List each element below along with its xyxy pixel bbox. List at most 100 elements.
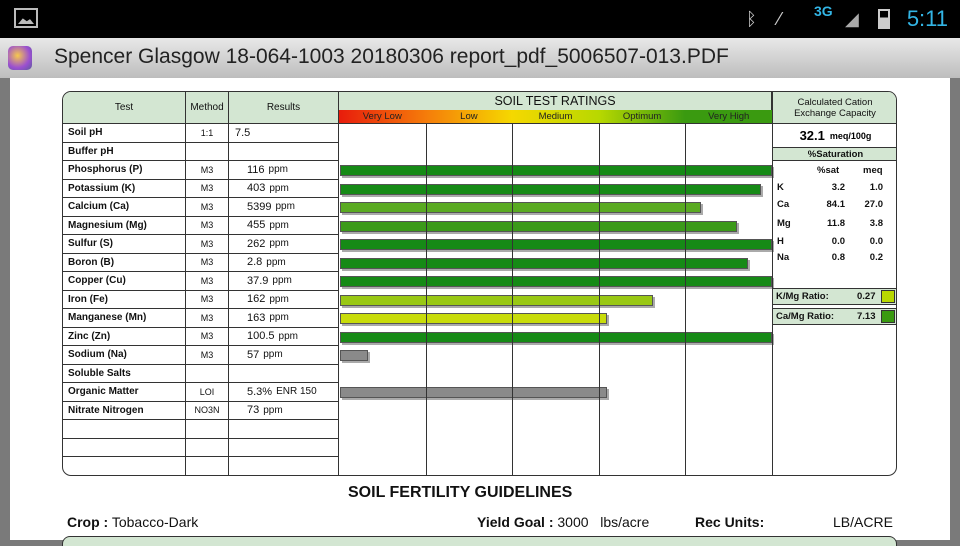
test-result: 73 ppm bbox=[229, 401, 339, 420]
test-name bbox=[63, 420, 186, 439]
column-divider bbox=[772, 92, 773, 475]
pdf-page[interactable]: Test Method Results SOIL TEST RATINGS Very L… bbox=[10, 78, 950, 546]
test-method: M3 bbox=[186, 290, 229, 309]
test-result bbox=[229, 438, 339, 457]
test-result: 5.3% ENR 150 bbox=[229, 383, 339, 402]
result-unit: ppm bbox=[269, 219, 289, 231]
test-name: Soil pH bbox=[63, 124, 186, 143]
test-name: Potassium (K) bbox=[63, 179, 186, 198]
test-method: M3 bbox=[186, 253, 229, 272]
result-unit: ppm bbox=[269, 182, 289, 194]
rating-label-very-low: Very Low bbox=[339, 110, 426, 123]
result-unit: ppm bbox=[269, 293, 289, 305]
camg-ratio-label: Ca/Mg Ratio: bbox=[776, 311, 835, 322]
result-unit: ppm bbox=[269, 238, 289, 250]
test-method bbox=[186, 142, 229, 161]
result-unit: ppm bbox=[268, 164, 288, 176]
saturation-meq: 0.2 bbox=[869, 252, 883, 263]
test-name: Magnesium (Mg) bbox=[63, 216, 186, 235]
test-name: Zinc (Zn) bbox=[63, 327, 186, 346]
result-value: 262 bbox=[247, 237, 266, 250]
result-value: 7.5 bbox=[235, 126, 251, 139]
result-unit: ppm bbox=[266, 256, 286, 268]
crop-label: Crop : bbox=[67, 514, 109, 530]
saturation-title: %Saturation bbox=[773, 148, 896, 161]
test-result bbox=[229, 142, 339, 161]
test-method: M3 bbox=[186, 161, 229, 180]
kmg-ratio-value: 0.27 bbox=[857, 291, 876, 302]
rec-units-value: LB/ACRE bbox=[833, 514, 893, 530]
test-method bbox=[186, 457, 229, 475]
cec-value-box: 32.1 meq/100g bbox=[773, 124, 896, 148]
test-name: Buffer pH bbox=[63, 142, 186, 161]
result-value: 5.3% bbox=[247, 385, 273, 398]
saturation-meq: 3.8 bbox=[869, 218, 883, 229]
test-result: 116 ppm bbox=[229, 161, 339, 180]
result-value: 100.5 bbox=[247, 330, 275, 343]
saturation-element: Na bbox=[777, 252, 790, 263]
header-method: Method bbox=[186, 92, 229, 124]
test-name: Phosphorus (P) bbox=[63, 161, 186, 180]
cec-unit: meq/100g bbox=[829, 130, 872, 141]
rating-gridline bbox=[598, 123, 600, 475]
test-name: Organic Matter bbox=[63, 383, 186, 402]
rating-bar bbox=[340, 313, 607, 324]
test-result: 2.8 ppm bbox=[229, 253, 339, 272]
result-unit: ppm bbox=[269, 312, 289, 324]
saturation-meq: 1.0 bbox=[869, 182, 883, 193]
saturation-percent: 11.8 bbox=[827, 218, 845, 229]
result-value: 57 bbox=[247, 348, 260, 361]
rating-bar bbox=[340, 387, 607, 398]
test-name bbox=[63, 457, 186, 475]
rating-label-very-high: Very High bbox=[685, 110, 772, 123]
test-method: LOI bbox=[186, 383, 229, 402]
rating-label-medium: Medium bbox=[512, 110, 599, 123]
result-unit: ppm bbox=[275, 201, 295, 213]
test-method: M3 bbox=[186, 179, 229, 198]
camg-ratio-value: 7.13 bbox=[857, 311, 876, 322]
test-name: Sodium (Na) bbox=[63, 346, 186, 365]
test-method bbox=[186, 438, 229, 457]
rating-bar bbox=[340, 276, 772, 287]
mute-icon: ⁄ bbox=[778, 9, 782, 29]
kmg-ratio-swatch bbox=[881, 290, 895, 303]
rating-bar bbox=[340, 183, 762, 195]
rating-gridline bbox=[425, 123, 427, 475]
test-result: 262 ppm bbox=[229, 235, 339, 254]
col-meq-header: meq bbox=[863, 165, 883, 176]
clock: 5:11 bbox=[906, 6, 948, 31]
test-method: M3 bbox=[186, 272, 229, 291]
app-logo-icon[interactable] bbox=[8, 46, 32, 70]
result-unit: ppm bbox=[263, 404, 283, 416]
saturation-percent: 0.0 bbox=[831, 236, 845, 247]
test-result: 162 ppm bbox=[229, 290, 339, 309]
result-value: 116 bbox=[247, 163, 265, 176]
saturation-meq: 27.0 bbox=[864, 199, 884, 210]
test-name bbox=[63, 438, 186, 457]
guidelines-table-header bbox=[62, 536, 897, 546]
test-method: M3 bbox=[186, 327, 229, 346]
saturation-element: Mg bbox=[777, 218, 791, 229]
test-result: 57 ppm bbox=[229, 346, 339, 365]
rating-label-low: Low bbox=[425, 110, 513, 123]
result-unit: ENR 150 bbox=[276, 386, 317, 398]
soil-test-table: Test Method Results SOIL TEST RATINGS Very L… bbox=[62, 91, 897, 476]
test-method: 1:1 bbox=[186, 124, 229, 143]
yield-value: 3000 bbox=[557, 514, 589, 530]
test-result bbox=[229, 364, 339, 383]
col-sat-header: %sat bbox=[817, 165, 840, 176]
rating-bar bbox=[340, 294, 654, 306]
result-value: 5399 bbox=[247, 200, 272, 213]
guidelines-title: SOIL FERTILITY GUIDELINES bbox=[348, 484, 573, 501]
result-unit: ppm bbox=[278, 330, 298, 342]
test-method: M3 bbox=[186, 198, 229, 217]
camg-ratio-swatch bbox=[881, 310, 895, 323]
result-value: 162 bbox=[247, 293, 266, 306]
rating-bar bbox=[340, 331, 772, 343]
result-value: 455 bbox=[247, 219, 266, 232]
test-method: M3 bbox=[186, 216, 229, 235]
test-method: M3 bbox=[186, 309, 229, 328]
kmg-ratio-row: K/Mg Ratio: 0.27 bbox=[773, 288, 896, 305]
header-test: Test bbox=[63, 92, 186, 124]
gallery-icon bbox=[14, 8, 38, 28]
